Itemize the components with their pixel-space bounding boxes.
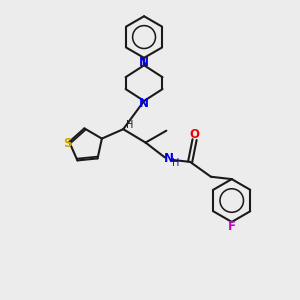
Text: H: H bbox=[172, 158, 179, 168]
Text: O: O bbox=[190, 128, 200, 141]
Text: F: F bbox=[228, 220, 236, 233]
Text: H: H bbox=[125, 120, 133, 130]
Text: S: S bbox=[64, 137, 72, 150]
Text: N: N bbox=[139, 97, 149, 110]
Text: N: N bbox=[164, 152, 173, 165]
Text: N: N bbox=[139, 56, 149, 69]
